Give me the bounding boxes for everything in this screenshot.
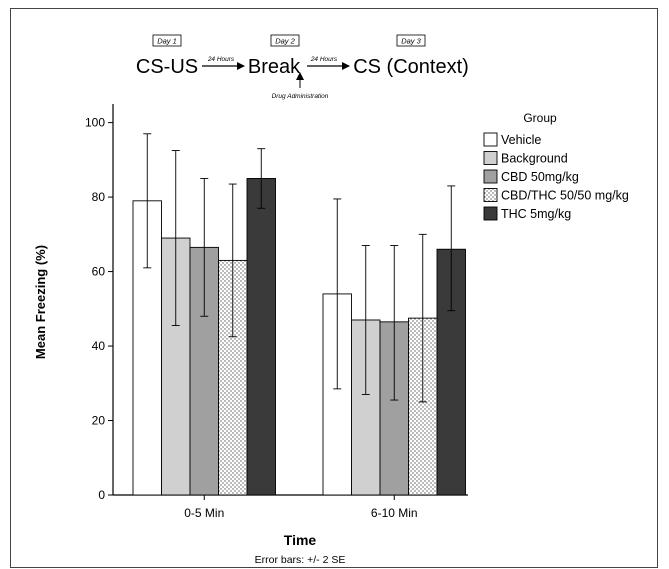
legend-entry: Vehicle [501, 133, 541, 147]
bar [246, 178, 276, 496]
legend: Group Vehicle Background CBD 50mg/kg CBD/THC… [483, 111, 629, 221]
legend-swatch [483, 188, 498, 202]
y-tick-label: 20 [92, 414, 106, 428]
x-tick-label: 6-10 Min [371, 506, 418, 520]
y-tick-label: 60 [92, 265, 106, 279]
stage-cs-context: CS (Context) [353, 56, 469, 78]
stage-cs-us: CS-US [136, 56, 198, 78]
procedure-schematic: Day 1 Day 2 Day 3 CS-US Break CS (Contex… [136, 34, 469, 100]
day-2-label: Day 2 [275, 37, 295, 46]
day-3-label: Day 3 [401, 37, 421, 46]
y-axis-title: Mean Freezing (%) [33, 245, 48, 359]
legend-entry: Background [501, 152, 568, 166]
legend-swatch [483, 206, 498, 221]
legend-swatch [483, 169, 498, 184]
x-axis-title: Time [284, 532, 317, 548]
x-tick-label: 0-5 Min [184, 506, 224, 520]
drug-administration-label: Drug Administration [272, 93, 329, 100]
bar-chart: 0 20 40 60 80 100 0-5 Min 6-10 Min [85, 104, 468, 520]
error-bars-caption: Error bars: +/- 2 SE [255, 554, 346, 566]
y-tick-label: 40 [92, 339, 106, 353]
legend-title: Group [523, 111, 557, 125]
day-3-box [396, 34, 426, 47]
legend-swatch [483, 132, 498, 147]
legend-entry: CBD 50mg/kg [501, 170, 579, 184]
day-1-label: Day 1 [157, 37, 177, 46]
y-tick-label: 80 [92, 190, 106, 204]
y-tick-label: 100 [85, 116, 105, 130]
legend-entry: CBD/THC 50/50 mg/kg [501, 189, 629, 203]
legend-entry: THC 5mg/kg [501, 207, 571, 221]
interval-label-2: 24 Hours [310, 56, 338, 63]
y-tick-label: 0 [98, 488, 105, 502]
legend-swatch [483, 151, 498, 165]
day-2-box [270, 34, 300, 47]
interval-label-1: 24 Hours [207, 56, 235, 63]
day-1-box [152, 34, 182, 47]
stage-break: Break [248, 56, 301, 78]
